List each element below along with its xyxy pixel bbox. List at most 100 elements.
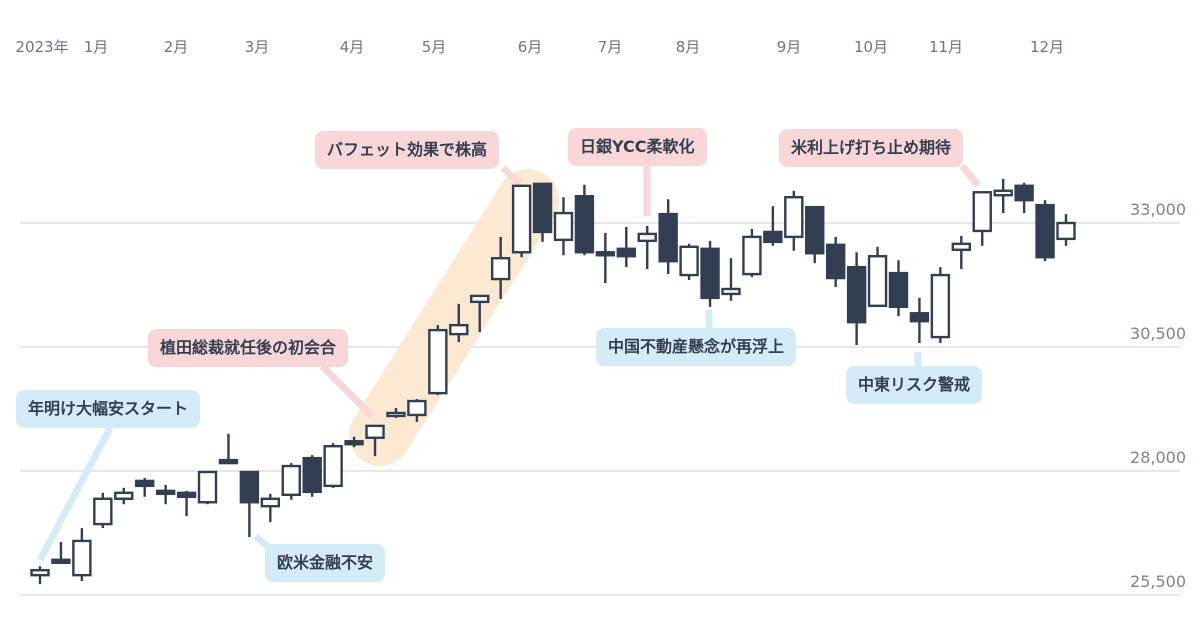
candle-body-down — [532, 182, 553, 234]
x-tick-label: 6月 — [517, 38, 543, 56]
candle-body-up — [114, 491, 134, 500]
leader-line — [253, 533, 271, 550]
candle-body-up — [93, 497, 113, 526]
x-tick-label: 2023年 — [15, 38, 69, 56]
candle-body-down — [805, 205, 825, 255]
candle — [972, 191, 992, 246]
candle-body-up — [972, 191, 992, 233]
candle-body-down — [616, 247, 636, 258]
candle-body-down — [574, 195, 595, 254]
candle — [721, 258, 741, 301]
candle — [700, 240, 720, 307]
candle — [846, 252, 867, 346]
candle-body-up — [784, 196, 804, 239]
annotation-banking-turmoil: 欧米金融不安 — [265, 544, 386, 582]
candle — [218, 433, 239, 465]
x-tick-label: 9月 — [776, 38, 802, 56]
x-tick-label: 5月 — [421, 38, 447, 56]
candle — [30, 566, 50, 585]
leader-line — [959, 163, 981, 188]
candle-body-down — [218, 458, 239, 465]
y-tick-label: 25,500 — [1130, 572, 1186, 591]
candle — [867, 246, 888, 308]
candle-body-up — [511, 184, 532, 254]
candle — [134, 477, 155, 497]
x-tick-label: 3月 — [244, 38, 270, 56]
candle-body-down — [344, 440, 364, 446]
candle-body-up — [449, 323, 469, 336]
candle-body-up — [993, 189, 1013, 197]
candle-body-up — [637, 232, 657, 243]
candle — [302, 455, 322, 497]
y-tick-label: 33,000 — [1130, 200, 1186, 219]
candle-body-down — [1035, 203, 1055, 259]
candle-body-down — [888, 271, 909, 309]
candle — [532, 182, 553, 242]
candle-body-up — [428, 328, 448, 395]
candle — [930, 267, 951, 344]
candle — [281, 463, 301, 500]
candle-body-down — [51, 558, 71, 564]
candle-body-up — [679, 245, 699, 277]
candle — [72, 528, 92, 582]
candle-body-up — [721, 287, 741, 296]
candle — [616, 226, 636, 268]
candle-body-down — [700, 247, 720, 300]
candle-body-down — [176, 491, 197, 498]
leader-line — [36, 426, 114, 562]
x-tick-label: 2月 — [163, 38, 189, 56]
candle — [1035, 200, 1055, 262]
candle — [155, 484, 176, 505]
candle — [951, 235, 972, 270]
x-tick-label: 1月 — [83, 38, 109, 56]
x-tick-label: 11月 — [928, 38, 964, 56]
leader-line — [500, 165, 523, 187]
candle-body-up — [386, 411, 406, 418]
y-tick-label: 30,500 — [1130, 324, 1186, 343]
candle — [825, 236, 846, 287]
candle-body-down — [302, 456, 322, 494]
highlight-band — [349, 169, 559, 466]
candle — [490, 236, 511, 299]
annotation-buffett-effect: バフェット効果で株高 — [315, 131, 500, 169]
candle — [1056, 214, 1076, 246]
candle — [595, 232, 616, 284]
x-tick-label: 4月 — [339, 38, 365, 56]
candle-body-up — [281, 464, 301, 497]
candle — [365, 424, 385, 457]
candle — [553, 197, 574, 256]
candle-body-down — [846, 265, 867, 324]
candle-body-up — [742, 235, 762, 276]
candle — [993, 178, 1013, 214]
candle — [51, 541, 71, 564]
candle-body-up — [867, 255, 888, 308]
x-tick-label: 8月 — [675, 38, 701, 56]
candle-body-down — [1014, 184, 1034, 202]
candle-body-down — [763, 230, 783, 244]
candle-body-up — [197, 470, 218, 504]
candle-body-down — [825, 243, 846, 280]
candle — [114, 487, 134, 505]
candle — [658, 199, 678, 275]
x-tick-label: 10月 — [853, 38, 889, 56]
candle — [407, 399, 427, 422]
candle-body-up — [951, 242, 972, 251]
candle — [239, 470, 260, 537]
annotation-new-year-drop: 年明け大幅安スタート — [16, 390, 201, 428]
candle-body-down — [658, 212, 678, 263]
candle — [679, 243, 699, 281]
candle-body-up — [72, 539, 92, 577]
candle — [260, 493, 281, 523]
candle — [763, 206, 783, 246]
candle-body-down — [909, 312, 930, 323]
y-tick-label: 28,000 — [1130, 448, 1186, 467]
candle-body-up — [1056, 221, 1076, 241]
x-tick-label: 7月 — [597, 38, 623, 56]
candle — [574, 184, 595, 256]
candle — [805, 205, 825, 264]
annotation-middle-east-risk: 中東リスク警戒 — [846, 366, 983, 404]
leader-line — [319, 363, 375, 419]
candle-body-up — [930, 273, 951, 339]
annotation-rate-hike-end: 米利上げ打ち止め期待 — [779, 129, 964, 167]
